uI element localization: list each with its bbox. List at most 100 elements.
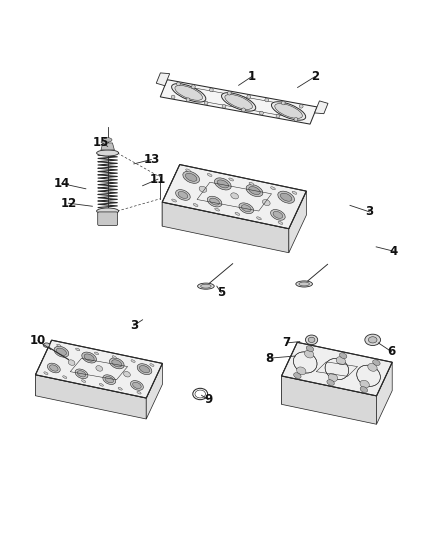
Polygon shape [282, 342, 297, 405]
Ellipse shape [249, 182, 254, 185]
Ellipse shape [360, 386, 367, 392]
Ellipse shape [49, 365, 58, 371]
Ellipse shape [137, 391, 141, 394]
Ellipse shape [172, 199, 177, 202]
Ellipse shape [299, 282, 309, 286]
Ellipse shape [81, 379, 86, 383]
Ellipse shape [275, 103, 302, 118]
Ellipse shape [171, 95, 175, 99]
Ellipse shape [110, 358, 124, 369]
Ellipse shape [77, 370, 86, 377]
Ellipse shape [327, 379, 334, 385]
Ellipse shape [304, 350, 314, 358]
Ellipse shape [201, 284, 211, 288]
Ellipse shape [231, 193, 238, 199]
Ellipse shape [276, 114, 280, 118]
Polygon shape [282, 376, 377, 424]
Polygon shape [282, 342, 392, 396]
Polygon shape [162, 165, 180, 226]
Ellipse shape [150, 364, 154, 366]
Ellipse shape [222, 104, 226, 108]
Ellipse shape [246, 184, 263, 197]
Ellipse shape [76, 348, 80, 351]
Ellipse shape [296, 281, 312, 287]
Ellipse shape [235, 212, 240, 215]
Ellipse shape [97, 208, 119, 214]
Ellipse shape [131, 381, 143, 390]
Ellipse shape [247, 95, 251, 99]
Ellipse shape [97, 150, 119, 156]
Ellipse shape [368, 337, 377, 343]
Text: 7: 7 [283, 336, 291, 350]
Ellipse shape [57, 348, 67, 356]
Ellipse shape [297, 367, 306, 375]
Ellipse shape [305, 335, 318, 345]
Ellipse shape [193, 204, 198, 206]
Text: 9: 9 [204, 393, 212, 406]
Polygon shape [101, 143, 114, 150]
Text: 4: 4 [389, 245, 398, 258]
Text: 1: 1 [247, 70, 256, 83]
Text: 12: 12 [60, 197, 77, 209]
Polygon shape [35, 340, 52, 395]
Text: 6: 6 [387, 345, 396, 358]
Ellipse shape [133, 382, 141, 389]
Ellipse shape [292, 191, 297, 194]
Ellipse shape [186, 169, 191, 172]
Polygon shape [162, 165, 306, 229]
Ellipse shape [96, 366, 102, 371]
Ellipse shape [262, 199, 270, 206]
Ellipse shape [215, 208, 219, 211]
Text: 3: 3 [130, 319, 138, 332]
Ellipse shape [249, 187, 260, 195]
Ellipse shape [271, 209, 285, 220]
Ellipse shape [227, 91, 231, 95]
Ellipse shape [273, 212, 283, 219]
Ellipse shape [185, 173, 197, 181]
Ellipse shape [207, 196, 222, 207]
Ellipse shape [63, 376, 67, 378]
Polygon shape [156, 73, 170, 86]
FancyBboxPatch shape [98, 212, 118, 225]
Ellipse shape [257, 217, 261, 220]
Ellipse shape [82, 352, 96, 363]
Polygon shape [314, 101, 328, 114]
Polygon shape [289, 191, 306, 253]
Ellipse shape [43, 343, 50, 348]
Polygon shape [35, 340, 162, 398]
Ellipse shape [124, 372, 131, 377]
Text: 14: 14 [53, 177, 70, 190]
Ellipse shape [271, 187, 276, 190]
Ellipse shape [139, 366, 149, 373]
Ellipse shape [103, 375, 116, 384]
Text: 15: 15 [93, 135, 110, 149]
Ellipse shape [368, 364, 377, 372]
Ellipse shape [308, 337, 315, 343]
Polygon shape [146, 364, 162, 419]
Ellipse shape [47, 363, 60, 373]
Text: 10: 10 [30, 334, 46, 347]
Ellipse shape [95, 352, 99, 355]
Ellipse shape [209, 88, 213, 92]
Ellipse shape [242, 108, 245, 111]
Ellipse shape [229, 178, 233, 181]
Text: 5: 5 [217, 286, 225, 299]
Ellipse shape [299, 104, 303, 108]
Ellipse shape [260, 111, 263, 115]
Ellipse shape [365, 334, 381, 345]
Ellipse shape [306, 346, 314, 352]
Ellipse shape [57, 344, 61, 347]
Text: 11: 11 [150, 173, 166, 185]
Ellipse shape [207, 173, 212, 176]
Text: 13: 13 [143, 153, 159, 166]
Ellipse shape [172, 84, 206, 102]
Polygon shape [162, 202, 289, 253]
Ellipse shape [199, 186, 207, 192]
Ellipse shape [118, 387, 122, 390]
Polygon shape [35, 375, 146, 419]
Ellipse shape [183, 171, 200, 183]
Ellipse shape [222, 93, 256, 111]
Ellipse shape [204, 101, 208, 105]
Ellipse shape [265, 98, 268, 102]
Text: 3: 3 [366, 205, 374, 219]
